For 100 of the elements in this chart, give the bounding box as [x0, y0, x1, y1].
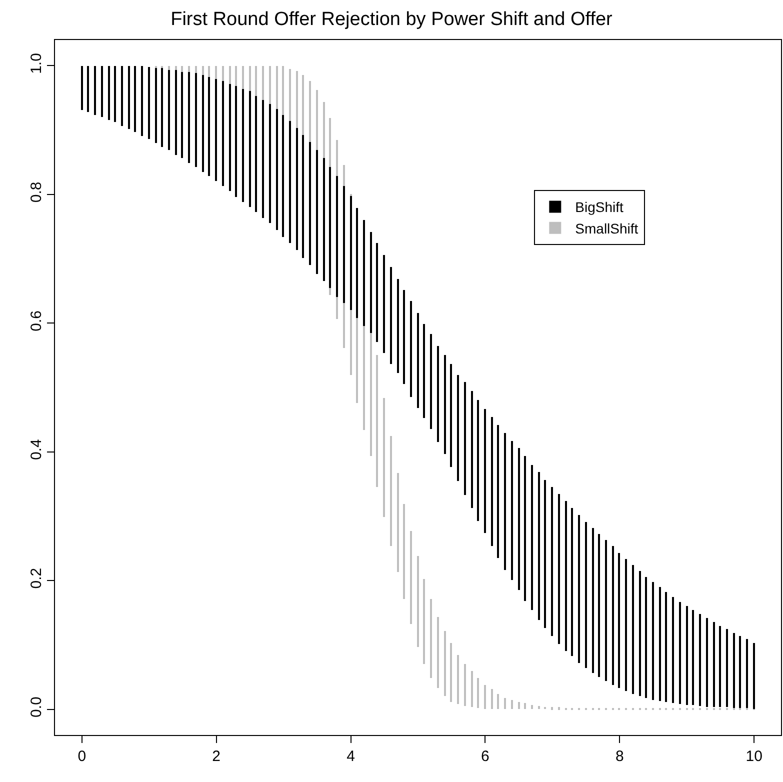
bar: [397, 279, 399, 373]
y-tick-label: 0.2: [28, 568, 45, 589]
bar: [457, 655, 459, 704]
bar: [679, 602, 681, 704]
bar: [497, 425, 499, 558]
bar: [659, 587, 661, 701]
chart-title: First Round Offer Rejection by Power Shift and Offer: [170, 9, 614, 30]
bar: [423, 579, 425, 664]
bar: [188, 72, 190, 163]
bar: [571, 508, 573, 656]
bar: [350, 196, 352, 310]
bar: [618, 553, 620, 688]
bar: [746, 639, 748, 708]
bar: [161, 68, 163, 147]
bar: [195, 73, 197, 167]
bar: [249, 91, 251, 207]
bar: [417, 556, 419, 647]
bar: [504, 433, 506, 570]
bar: [605, 540, 607, 681]
bar: [686, 606, 688, 705]
bar: [175, 70, 177, 155]
bar: [477, 400, 479, 521]
bar: [262, 100, 264, 218]
bar: [383, 398, 385, 517]
bar: [363, 326, 365, 430]
bar: [229, 84, 231, 191]
bar: [450, 364, 452, 467]
bar: [437, 346, 439, 442]
bar: [706, 618, 708, 707]
bar: [444, 631, 446, 696]
bar: [215, 79, 217, 181]
legend-label: SmallShift: [575, 220, 638, 236]
bar: [208, 77, 210, 176]
bar: [665, 592, 667, 702]
bar: [578, 515, 580, 663]
bar: [403, 290, 405, 384]
x-tick-label: 6: [481, 748, 490, 765]
bar: [108, 66, 110, 120]
bar: [457, 375, 459, 481]
bar: [753, 643, 755, 709]
bar: [276, 109, 278, 230]
bar: [652, 582, 654, 700]
bar: [410, 531, 412, 624]
legend-label: BigShift: [575, 199, 624, 216]
bar: [672, 597, 674, 703]
bar: [269, 104, 271, 223]
bar: [289, 121, 291, 243]
bar: [343, 186, 345, 303]
bar: [403, 504, 405, 599]
bar: [511, 441, 513, 580]
bar: [242, 89, 244, 202]
bar: [692, 610, 694, 705]
bar: [430, 334, 432, 429]
bar: [323, 158, 325, 281]
bar: [356, 318, 358, 403]
bar: [390, 436, 392, 546]
bar: [168, 70, 170, 150]
bar: [296, 128, 298, 250]
bar: [376, 355, 378, 487]
bar: [155, 68, 157, 143]
bar: [625, 559, 627, 691]
bar: [430, 599, 432, 678]
bar: [612, 546, 614, 685]
bar: [531, 465, 533, 610]
x-tick-label: 0: [78, 748, 86, 765]
bar: [585, 522, 587, 668]
y-tick-label: 0.4: [28, 439, 45, 460]
y-tick-label: 0.6: [28, 310, 45, 332]
bar: [114, 66, 116, 122]
bar: [558, 707, 560, 710]
bar: [383, 255, 385, 353]
bar: [87, 66, 89, 112]
x-tick-label: 4: [346, 748, 355, 765]
y-tick-label: 1.0: [28, 53, 45, 74]
bar: [511, 700, 513, 709]
bar: [329, 167, 331, 288]
bar: [632, 565, 634, 694]
bar: [255, 96, 257, 212]
bar: [437, 617, 439, 688]
bar: [733, 633, 735, 708]
bar: [477, 678, 479, 708]
bar: [423, 324, 425, 418]
bar: [471, 671, 473, 707]
bar: [397, 473, 399, 572]
bar: [363, 220, 365, 326]
bar: [417, 313, 419, 408]
bar: [558, 494, 560, 644]
bar: [121, 66, 123, 126]
bar: [497, 694, 499, 709]
bar: [370, 333, 372, 456]
bar: [598, 534, 600, 677]
bar: [464, 664, 466, 706]
bar: [565, 501, 567, 651]
bar: [450, 643, 452, 702]
x-tick-label: 2: [212, 748, 220, 765]
bar: [551, 487, 553, 636]
bar: [639, 571, 641, 696]
bar: [134, 66, 136, 132]
bar: [141, 66, 143, 136]
bar: [544, 480, 546, 628]
